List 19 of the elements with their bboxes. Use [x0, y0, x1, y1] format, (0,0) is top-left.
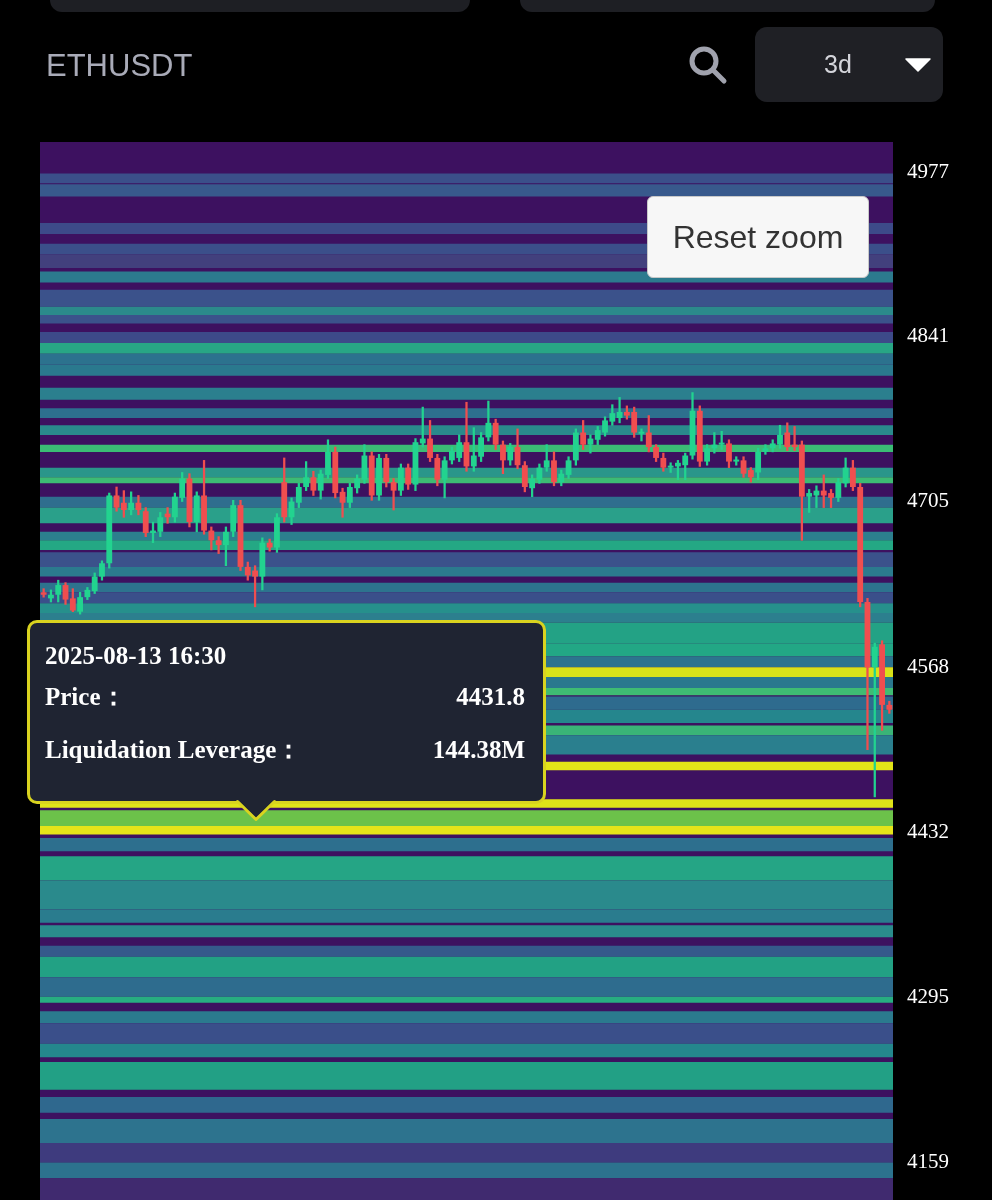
candlestick — [616, 397, 623, 424]
y-tick-label: 4295 — [907, 984, 949, 1009]
chart-title: ETHUSDT — [46, 48, 193, 83]
annotation: Reset zoom — [672, 218, 844, 256]
annotation: 2025-08-13 16:30 — [45, 642, 227, 669]
candlestick — [762, 444, 769, 455]
y-tick-label: 4705 — [907, 488, 949, 513]
y-tick-label: 4432 — [907, 818, 949, 843]
candlestick — [215, 536, 222, 554]
annotation: 4431.8 — [456, 683, 525, 710]
y-tick-label: 4977 — [907, 158, 949, 183]
y-tick-label: 4159 — [907, 1148, 949, 1173]
candlestick — [390, 478, 397, 511]
text: 3d — [824, 50, 852, 79]
annotation: 144.38M — [432, 736, 525, 763]
y-tick-label: 4841 — [907, 323, 949, 348]
annotation: Liquidation Leverage： — [45, 736, 302, 763]
annotation: Price： — [45, 683, 126, 710]
y-tick-label: 4568 — [907, 653, 949, 678]
